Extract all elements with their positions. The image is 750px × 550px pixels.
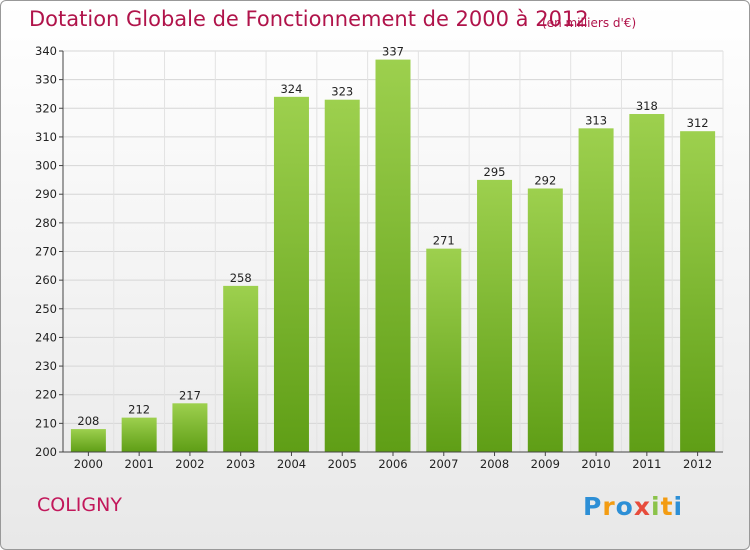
chart-subtitle: (en milliers d'€) (542, 16, 637, 30)
data-label-2010: 313 (585, 113, 607, 127)
y-tick-label: 280 (35, 216, 57, 230)
x-tick-label-2000: 2000 (74, 457, 103, 471)
y-tick-200: 200 (35, 445, 63, 459)
data-label-2012: 312 (687, 116, 709, 130)
data-label-2007: 271 (433, 234, 455, 248)
bar-2005 (324, 99, 360, 452)
axes: 200 210 220 230 240 250 260 270 280 290 300 310 320 3… (35, 44, 723, 471)
y-tick-label: 300 (35, 159, 57, 173)
x-tick-label-2006: 2006 (378, 457, 407, 471)
data-label-2005: 323 (331, 85, 353, 99)
bar-2001 (121, 417, 157, 452)
x-tick-label-2011: 2011 (632, 457, 661, 471)
data-label-2001: 212 (128, 403, 150, 417)
y-tick-220: 220 (35, 388, 63, 402)
y-tick-260: 260 (35, 273, 63, 287)
x-tick-label-2004: 2004 (277, 457, 306, 471)
bar-2010 (578, 128, 614, 452)
y-tick-240: 240 (35, 330, 63, 344)
x-tick-label-2008: 2008 (480, 457, 509, 471)
x-tick-label-2002: 2002 (175, 457, 204, 471)
x-tick-label-2012: 2012 (683, 457, 712, 471)
bar-2006 (375, 59, 411, 452)
bar-2012 (680, 131, 716, 452)
data-label-2004: 324 (280, 82, 302, 96)
bars: 208 212 217 258 324 323 337 271 295 292 313 318 312 (70, 45, 716, 452)
bar-2000 (70, 429, 106, 452)
y-tick-250: 250 (35, 302, 63, 316)
data-label-2008: 295 (484, 165, 506, 179)
data-label-2006: 337 (382, 45, 404, 59)
y-tick-310: 310 (35, 130, 63, 144)
y-tick-330: 330 (35, 73, 63, 87)
y-tick-label: 250 (35, 302, 57, 316)
y-tick-280: 280 (35, 216, 63, 230)
bar-2003 (223, 285, 259, 452)
y-tick-label: 330 (35, 73, 57, 87)
x-tick-label-2007: 2007 (429, 457, 458, 471)
bar-2004 (273, 96, 309, 452)
y-tick-label: 290 (35, 187, 57, 201)
bar-2011 (629, 114, 665, 452)
x-tick-label-2001: 2001 (125, 457, 154, 471)
commune-name: COLIGNY (37, 494, 122, 516)
y-tick-300: 300 (35, 159, 63, 173)
y-tick-290: 290 (35, 187, 63, 201)
y-tick-label: 240 (35, 330, 57, 344)
proxiti-logo[interactable]: Proxiti (583, 492, 684, 521)
y-tick-320: 320 (35, 101, 63, 115)
y-tick-label: 260 (35, 273, 57, 287)
x-tick-label-2003: 2003 (226, 457, 255, 471)
y-tick-label: 310 (35, 130, 57, 144)
data-label-2003: 258 (230, 271, 252, 285)
data-label-2000: 208 (77, 414, 99, 428)
bar-2002 (172, 403, 208, 452)
bar-2009 (527, 188, 563, 452)
x-tick-label-2010: 2010 (581, 457, 610, 471)
y-tick-340: 340 (35, 44, 63, 58)
x-tick-label-2009: 2009 (531, 457, 560, 471)
data-label-2002: 217 (179, 388, 201, 402)
bar-2008 (477, 179, 513, 452)
data-label-2011: 318 (636, 99, 658, 113)
y-tick-label: 340 (35, 44, 57, 58)
y-tick-label: 200 (35, 445, 57, 459)
y-tick-210: 210 (35, 416, 63, 430)
y-tick-label: 210 (35, 416, 57, 430)
data-label-2009: 292 (534, 173, 556, 187)
y-tick-label: 270 (35, 245, 57, 259)
y-tick-label: 220 (35, 388, 57, 402)
y-tick-label: 230 (35, 359, 57, 373)
x-tick-label-2005: 2005 (328, 457, 357, 471)
y-tick-230: 230 (35, 359, 63, 373)
y-tick-270: 270 (35, 245, 63, 259)
y-tick-label: 320 (35, 101, 57, 115)
bar-2007 (426, 248, 462, 452)
chart-title: Dotation Globale de Fonctionnement de 20… (29, 7, 589, 31)
